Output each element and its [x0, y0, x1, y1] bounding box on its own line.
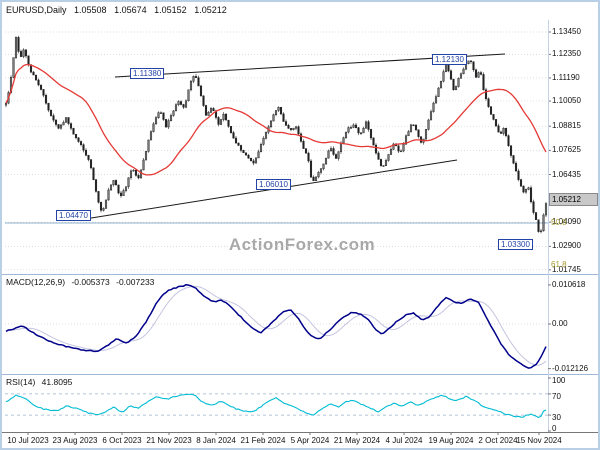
macd-axis-label: 0.010618 — [552, 279, 586, 289]
macd-value: -0.005373 — [71, 277, 110, 287]
rsi-value: 41.8095 — [41, 377, 73, 387]
date-label: 15 Nov 2024 — [516, 436, 562, 445]
price-axis-label: 1.13450 — [552, 26, 581, 36]
moving-average-line — [5, 63, 547, 176]
price-annotation: 1.12130 — [432, 54, 467, 65]
price-axis-label: 1.01745 — [552, 264, 581, 274]
ohlc-low: 1.05152 — [154, 5, 187, 15]
price-axis-label: 1.11190 — [552, 72, 580, 82]
fib-label: 50.0 — [551, 217, 567, 227]
macd-name: MACD(12,26,9) — [6, 277, 66, 287]
macd-signal-line — [5, 285, 547, 366]
rsi-axis-label: 30 — [552, 413, 561, 423]
price-axis-label: 1.10050 — [552, 96, 581, 106]
date-label: 21 Nov 2023 — [146, 436, 192, 445]
candle-wicks — [5, 35, 547, 234]
price-annotation: 1.11380 — [130, 68, 165, 79]
price-annotation: 1.03300 — [498, 239, 533, 250]
date-label: 8 Jan 2024 — [196, 436, 236, 445]
macd-signal: -0.007233 — [116, 277, 155, 287]
rsi-line — [5, 393, 547, 419]
rsi-name: RSI(14) — [6, 377, 36, 387]
date-label: 23 Aug 2023 — [52, 436, 98, 445]
date-label: 10 Jul 2023 — [7, 436, 49, 445]
rsi-axis-label: 0 — [552, 424, 557, 433]
date-label: 19 Aug 2024 — [428, 436, 474, 445]
macd-header: MACD(12,26,9) -0.005373 -0.007233 — [6, 277, 158, 287]
symbol-name: EURUSD,Daily — [6, 5, 67, 15]
price-axis-label: 1.06435 — [552, 169, 581, 179]
price-annotation: 1.04470 — [56, 210, 91, 221]
date-label: 21 Feb 2024 — [240, 436, 286, 445]
macd-axis-label: -0.012126 — [552, 363, 589, 373]
price-axis-label: 1.08815 — [552, 121, 581, 131]
price-annotation: 1.06010 — [256, 179, 291, 190]
date-label: 2 Oct 2024 — [478, 436, 518, 445]
date-label: 5 Apr 2024 — [290, 436, 330, 445]
macd-line — [5, 283, 547, 369]
rsi-axis-label: 100 — [552, 376, 566, 385]
symbol-info: EURUSD,Daily 1.05508 1.05674 1.05152 1.0… — [6, 5, 232, 15]
fib-label: 61.8 — [551, 259, 567, 269]
ohlc-close: 1.05212 — [194, 5, 227, 15]
date-label: 4 Jul 2024 — [385, 436, 423, 445]
watermark: ActionForex.com — [228, 235, 376, 254]
price-axis-label: 1.07625 — [552, 145, 581, 155]
price-axis-label: 1.04090 — [552, 217, 581, 227]
date-label: 6 Oct 2023 — [102, 436, 142, 445]
price-axis-label: 1.02900 — [552, 241, 581, 251]
ohlc-open: 1.05508 — [74, 5, 107, 15]
macd-axis-label: 0.00 — [552, 319, 568, 328]
rsi-axis-label: 70 — [552, 391, 561, 401]
rsi-header: RSI(14) 41.8095 — [6, 377, 76, 387]
price-axis-label: 1.12350 — [552, 49, 581, 59]
ohlc-high: 1.05674 — [114, 5, 147, 15]
current-price-tag: 1.05212 — [549, 193, 598, 207]
date-label: 21 May 2024 — [333, 436, 381, 445]
